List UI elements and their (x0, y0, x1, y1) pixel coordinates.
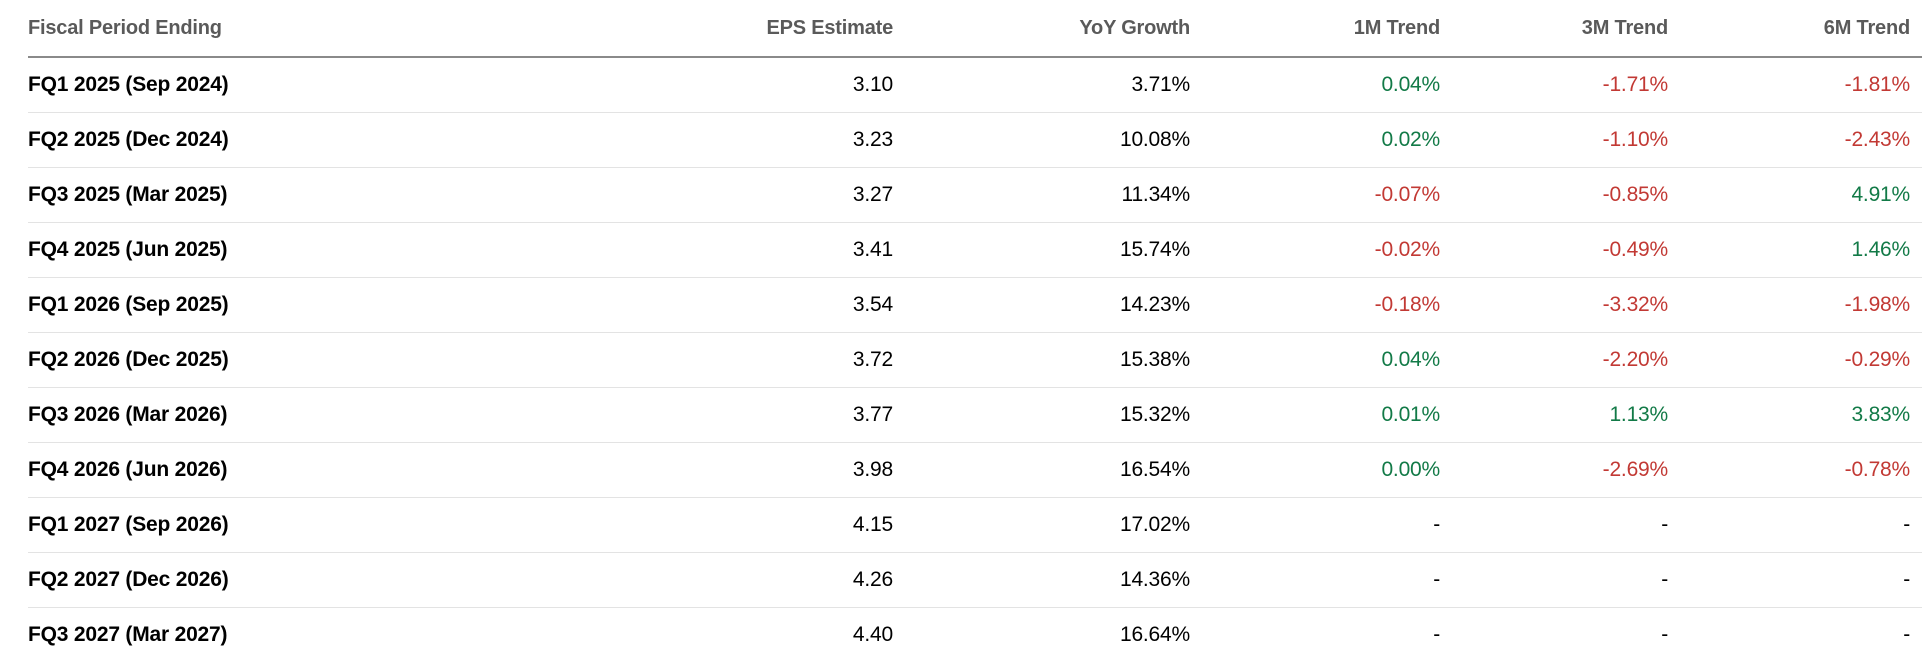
eps-estimate-cell: 4.26 (528, 552, 893, 608)
trend-3m-cell: -2.69% (1440, 442, 1668, 498)
trend-6m-cell: -0.29% (1668, 332, 1922, 388)
yoy-growth-cell: 15.74% (893, 222, 1190, 278)
eps-estimates-table: Fiscal Period Ending EPS Estimate YoY Gr… (28, 0, 1922, 652)
header-row: Fiscal Period Ending EPS Estimate YoY Gr… (28, 0, 1922, 58)
fiscal-period-cell: FQ1 2025 (Sep 2024) (28, 57, 528, 113)
yoy-growth-cell: 15.32% (893, 387, 1190, 443)
trend-1m-cell: 0.01% (1190, 387, 1440, 443)
trend-6m-cell: -2.43% (1668, 112, 1922, 168)
fiscal-period-cell: FQ1 2026 (Sep 2025) (28, 277, 528, 333)
yoy-growth-cell: 10.08% (893, 112, 1190, 168)
table-row: FQ2 2027 (Dec 2026) 4.26 14.36% - - - (28, 552, 1922, 608)
trend-1m-cell: -0.02% (1190, 222, 1440, 278)
table-header: Fiscal Period Ending EPS Estimate YoY Gr… (28, 0, 1922, 58)
trend-3m-cell: 1.13% (1440, 387, 1668, 443)
yoy-growth-cell: 17.02% (893, 497, 1190, 553)
trend-1m-cell: 0.00% (1190, 442, 1440, 498)
eps-estimate-cell: 3.23 (528, 112, 893, 168)
trend-3m-cell: - (1440, 552, 1668, 608)
trend-3m-cell: -0.85% (1440, 167, 1668, 223)
trend-3m-cell: -1.71% (1440, 57, 1668, 113)
col-header-6m-trend: 6M Trend (1668, 0, 1922, 58)
eps-estimate-cell: 3.41 (528, 222, 893, 278)
col-header-fiscal-period-ending: Fiscal Period Ending (28, 0, 528, 58)
fiscal-period-cell: FQ3 2026 (Mar 2026) (28, 387, 528, 443)
fiscal-period-cell: FQ3 2027 (Mar 2027) (28, 607, 528, 652)
fiscal-period-cell: FQ2 2025 (Dec 2024) (28, 112, 528, 168)
eps-estimate-cell: 3.27 (528, 167, 893, 223)
trend-1m-cell: - (1190, 552, 1440, 608)
table-row: FQ4 2026 (Jun 2026) 3.98 16.54% 0.00% -2… (28, 442, 1922, 498)
eps-estimate-cell: 3.98 (528, 442, 893, 498)
trend-1m-cell: 0.04% (1190, 57, 1440, 113)
eps-estimate-cell: 3.77 (528, 387, 893, 443)
yoy-growth-cell: 16.64% (893, 607, 1190, 652)
trend-3m-cell: - (1440, 607, 1668, 652)
fiscal-period-cell: FQ4 2026 (Jun 2026) (28, 442, 528, 498)
fiscal-period-cell: FQ3 2025 (Mar 2025) (28, 167, 528, 223)
trend-1m-cell: 0.02% (1190, 112, 1440, 168)
yoy-growth-cell: 14.23% (893, 277, 1190, 333)
col-header-yoy-growth: YoY Growth (893, 0, 1190, 58)
trend-6m-cell: - (1668, 607, 1922, 652)
eps-estimate-cell: 4.15 (528, 497, 893, 553)
table-row: FQ1 2026 (Sep 2025) 3.54 14.23% -0.18% -… (28, 277, 1922, 333)
fiscal-period-cell: FQ2 2027 (Dec 2026) (28, 552, 528, 608)
trend-6m-cell: - (1668, 552, 1922, 608)
table-row: FQ3 2027 (Mar 2027) 4.40 16.64% - - - (28, 607, 1922, 652)
yoy-growth-cell: 3.71% (893, 57, 1190, 113)
trend-6m-cell: - (1668, 497, 1922, 553)
trend-6m-cell: -0.78% (1668, 442, 1922, 498)
trend-3m-cell: -3.32% (1440, 277, 1668, 333)
eps-estimate-cell: 3.54 (528, 277, 893, 333)
trend-6m-cell: 3.83% (1668, 387, 1922, 443)
yoy-growth-cell: 16.54% (893, 442, 1190, 498)
fiscal-period-cell: FQ4 2025 (Jun 2025) (28, 222, 528, 278)
yoy-growth-cell: 11.34% (893, 167, 1190, 223)
trend-1m-cell: -0.07% (1190, 167, 1440, 223)
fiscal-period-cell: FQ1 2027 (Sep 2026) (28, 497, 528, 553)
col-header-eps-estimate: EPS Estimate (528, 0, 893, 58)
eps-estimate-cell: 3.10 (528, 57, 893, 113)
fiscal-period-cell: FQ2 2026 (Dec 2025) (28, 332, 528, 388)
trend-3m-cell: -1.10% (1440, 112, 1668, 168)
col-header-3m-trend: 3M Trend (1440, 0, 1668, 58)
table-row: FQ3 2026 (Mar 2026) 3.77 15.32% 0.01% 1.… (28, 387, 1922, 443)
trend-6m-cell: -1.81% (1668, 57, 1922, 113)
table-body: FQ1 2025 (Sep 2024) 3.10 3.71% 0.04% -1.… (28, 57, 1922, 652)
trend-6m-cell: -1.98% (1668, 277, 1922, 333)
trend-3m-cell: - (1440, 497, 1668, 553)
trend-1m-cell: - (1190, 497, 1440, 553)
yoy-growth-cell: 14.36% (893, 552, 1190, 608)
eps-estimate-cell: 3.72 (528, 332, 893, 388)
trend-6m-cell: 4.91% (1668, 167, 1922, 223)
table-row: FQ3 2025 (Mar 2025) 3.27 11.34% -0.07% -… (28, 167, 1922, 223)
eps-estimate-cell: 4.40 (528, 607, 893, 652)
trend-1m-cell: 0.04% (1190, 332, 1440, 388)
col-header-1m-trend: 1M Trend (1190, 0, 1440, 58)
table-row: FQ1 2025 (Sep 2024) 3.10 3.71% 0.04% -1.… (28, 57, 1922, 113)
table-row: FQ4 2025 (Jun 2025) 3.41 15.74% -0.02% -… (28, 222, 1922, 278)
table-row: FQ2 2025 (Dec 2024) 3.23 10.08% 0.02% -1… (28, 112, 1922, 168)
trend-3m-cell: -0.49% (1440, 222, 1668, 278)
trend-1m-cell: -0.18% (1190, 277, 1440, 333)
trend-1m-cell: - (1190, 607, 1440, 652)
table-row: FQ1 2027 (Sep 2026) 4.15 17.02% - - - (28, 497, 1922, 553)
trend-3m-cell: -2.20% (1440, 332, 1668, 388)
trend-6m-cell: 1.46% (1668, 222, 1922, 278)
yoy-growth-cell: 15.38% (893, 332, 1190, 388)
table-row: FQ2 2026 (Dec 2025) 3.72 15.38% 0.04% -2… (28, 332, 1922, 388)
